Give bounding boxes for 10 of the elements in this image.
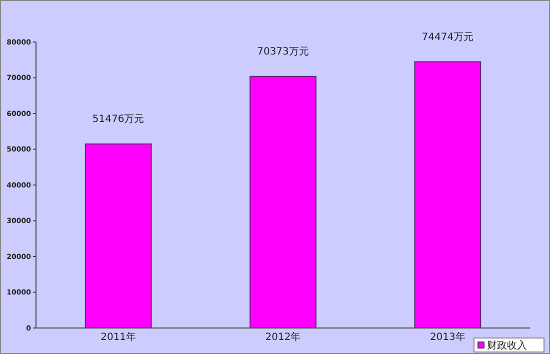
bar: [250, 76, 316, 328]
data-label: 74474万元: [422, 32, 474, 43]
data-label: 51476万元: [92, 114, 144, 125]
x-tick-label: 2012年: [265, 331, 301, 343]
bar: [84, 143, 152, 328]
x-tick-label: 2013年: [430, 331, 466, 343]
legend-label: 财政收入: [487, 340, 527, 352]
x-tick-label: 2011年: [100, 331, 136, 343]
bar: [414, 61, 482, 328]
data-label: 70373万元: [257, 46, 309, 58]
